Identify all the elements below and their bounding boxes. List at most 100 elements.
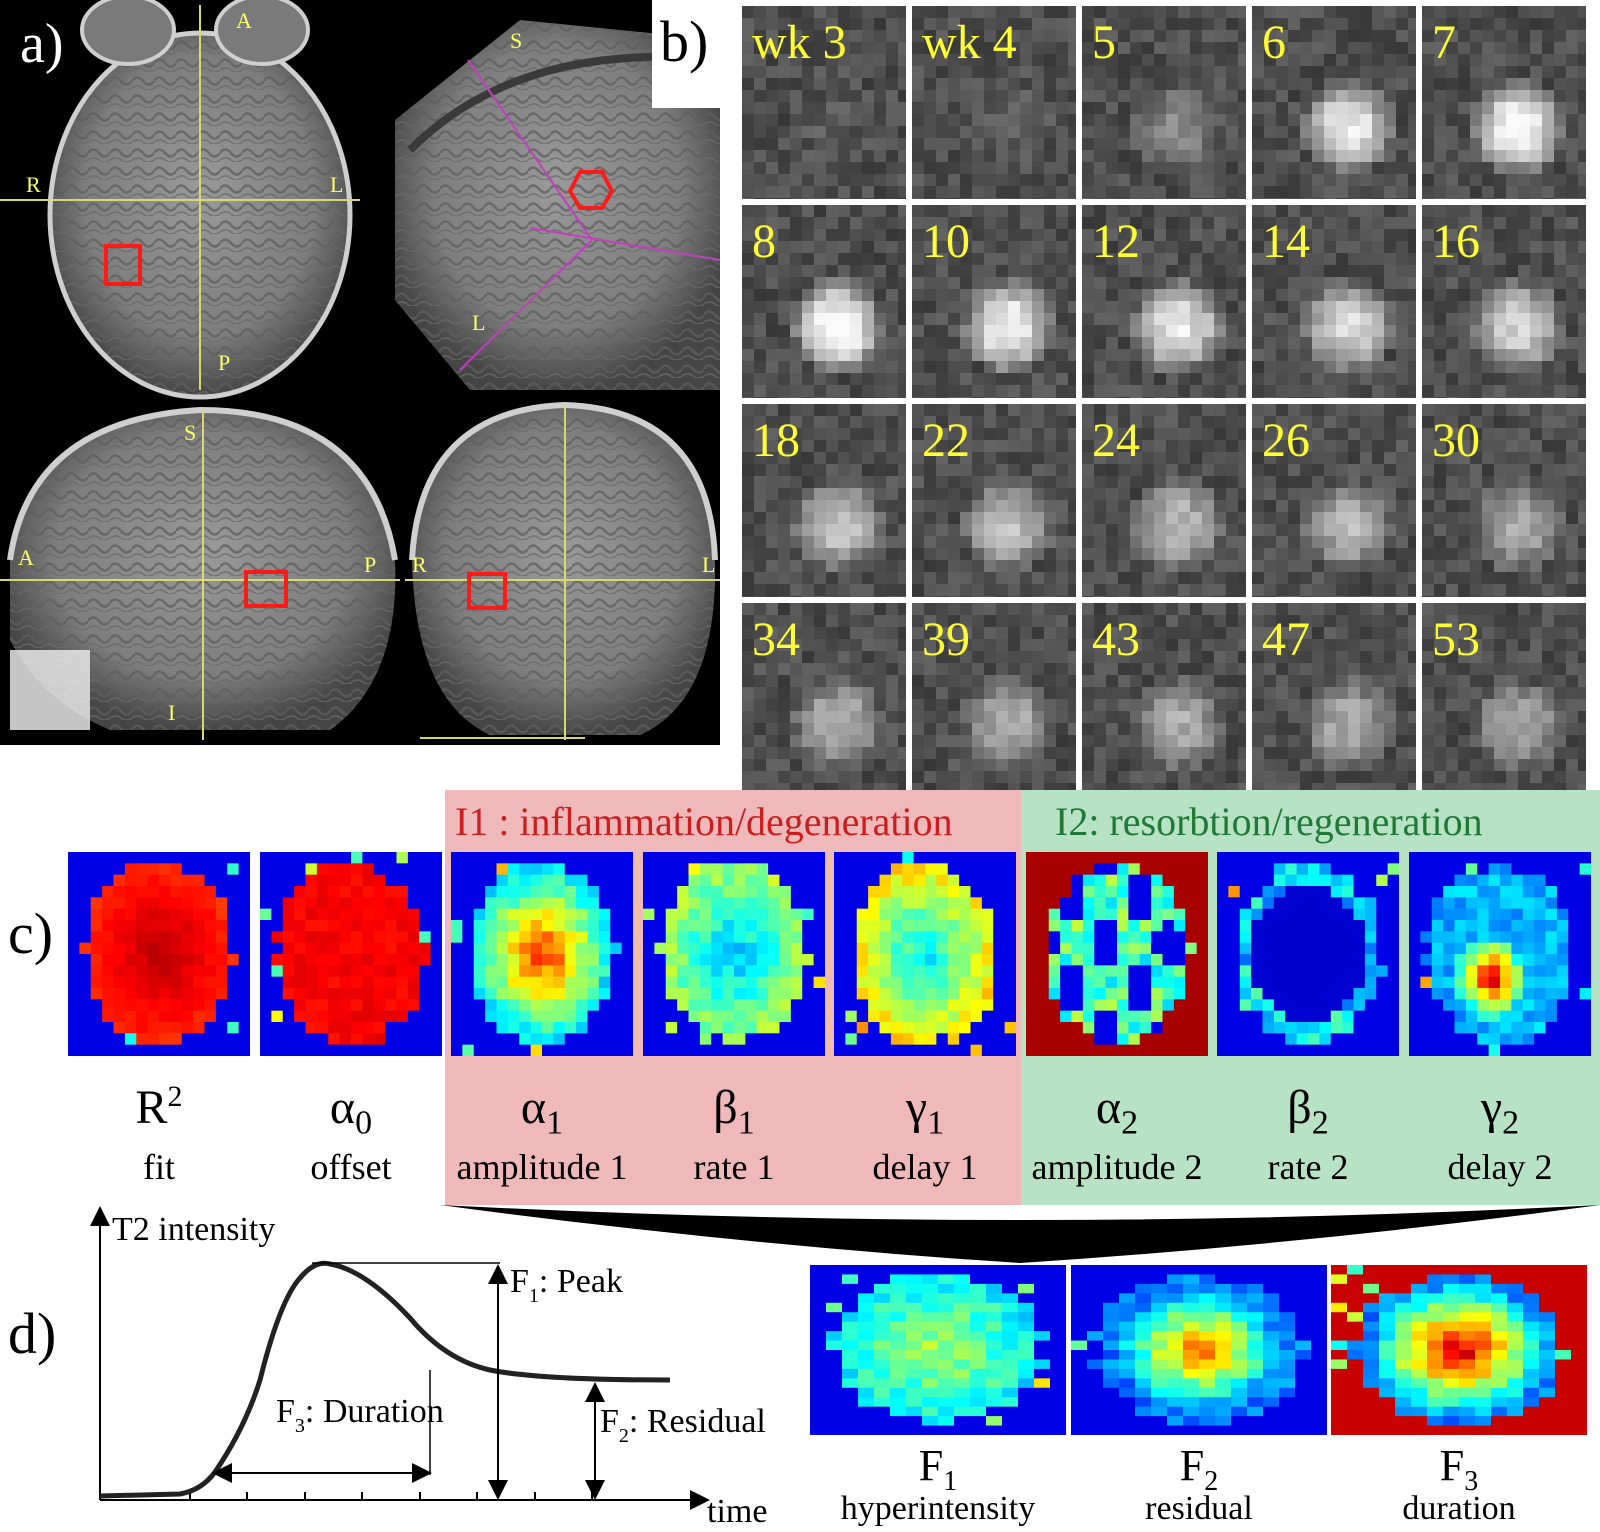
- week-tile: 16: [1422, 205, 1586, 398]
- axial-label-top: A: [236, 8, 252, 33]
- week-label: 10: [922, 215, 970, 268]
- week-label: 26: [1262, 414, 1310, 467]
- parameter-symbol: γ1: [905, 1081, 945, 1142]
- parameter-symbol: R2: [135, 1080, 183, 1134]
- parameter-symbol: β1: [713, 1081, 755, 1142]
- parameter-description: rate 2: [1267, 1147, 1349, 1187]
- week-label: 14: [1262, 215, 1310, 268]
- x-axis-label: time: [707, 1493, 767, 1530]
- week-tile: 24: [1082, 404, 1246, 597]
- sagittal-label-left: A: [18, 545, 34, 570]
- week-label: wk 3: [752, 16, 847, 69]
- i2-group-title: I2: resorbtion/regeneration: [1055, 799, 1483, 844]
- parameter-symbol: β2: [1287, 1081, 1329, 1142]
- week-tile: 7: [1422, 6, 1586, 199]
- parameter-symbol: α0: [329, 1081, 373, 1142]
- coronal-view: R L: [405, 401, 720, 740]
- residual-annotation: F2: Residual: [600, 1403, 766, 1447]
- week-label: 53: [1432, 613, 1480, 666]
- parameter-description: amplitude 2: [1031, 1147, 1203, 1187]
- week-tile: 34: [742, 603, 906, 796]
- feature-description: residual: [1145, 1490, 1253, 1527]
- week-label: 7: [1432, 16, 1456, 69]
- parameter-map: [451, 852, 633, 1056]
- parameter-description: rate 1: [693, 1147, 775, 1187]
- panel-c-label: c): [8, 901, 54, 966]
- week-tile: 47: [1252, 603, 1416, 796]
- i1-group-title: I1 : inflammation/degeneration: [455, 799, 953, 844]
- parameter-symbol: γ2: [1480, 1081, 1520, 1142]
- oblique-roi-hexagon: [567, 170, 615, 210]
- week-label: 16: [1432, 215, 1480, 268]
- parameter-map: [1026, 852, 1208, 1056]
- feature-map: [1331, 1265, 1587, 1435]
- parameter-symbol: α2: [1095, 1081, 1139, 1142]
- parameter-description: delay 1: [872, 1147, 978, 1187]
- week-tile: wk 4: [912, 6, 1076, 199]
- week-label: 12: [1092, 215, 1140, 268]
- week-tile: 26: [1252, 404, 1416, 597]
- parameter-description: delay 2: [1447, 1147, 1553, 1187]
- y-axis-label: T2 intensity: [112, 1211, 275, 1248]
- week-tile: 6: [1252, 6, 1416, 199]
- week-label: 24: [1092, 414, 1140, 467]
- oblique-view: S L: [395, 20, 720, 390]
- panel-a-mri-views: A P R L S L S I A: [0, 0, 720, 745]
- week-label: 39: [922, 613, 970, 666]
- coronal-roi-box: [467, 572, 507, 610]
- week-tile: 30: [1422, 404, 1586, 597]
- coronal-label-left: R: [412, 552, 427, 577]
- week-tile: 43: [1082, 603, 1246, 796]
- week-label: wk 4: [922, 16, 1017, 69]
- week-label: 47: [1262, 613, 1310, 666]
- parameter-map: [260, 852, 442, 1056]
- panel-b-label: b): [660, 9, 709, 74]
- parameter-description: amplitude 1: [456, 1147, 628, 1187]
- parameter-map: [643, 852, 825, 1056]
- parameter-description: fit: [143, 1147, 175, 1187]
- parameter-map: [1409, 852, 1591, 1056]
- week-tile: 18: [742, 404, 906, 597]
- parameter-map: [1217, 852, 1399, 1056]
- feature-symbol: F3: [1439, 1441, 1479, 1497]
- panel-d-curve-diagram: T2 intensity time F1: Peak F2: Residual …: [90, 1206, 767, 1530]
- week-label: 22: [922, 414, 970, 467]
- peak-annotation: F1: Peak: [510, 1263, 623, 1307]
- sagittal-roi-box: [244, 570, 288, 608]
- sagittal-label-top: S: [184, 420, 196, 445]
- panel-a-label: a): [20, 13, 64, 75]
- week-tile: 12: [1082, 205, 1246, 398]
- week-label: 18: [752, 414, 800, 467]
- feature-map: [1071, 1265, 1327, 1435]
- week-tile: 39: [912, 603, 1076, 796]
- week-tile: 10: [912, 205, 1076, 398]
- axial-label-right: L: [330, 172, 343, 197]
- parameter-map: [834, 852, 1016, 1056]
- parameter-description: offset: [310, 1147, 392, 1187]
- week-label: 5: [1092, 16, 1116, 69]
- week-tile: 8: [742, 205, 906, 398]
- feature-description: duration: [1402, 1490, 1516, 1527]
- feature-symbol: F1: [918, 1441, 958, 1497]
- axial-label-bottom: P: [218, 350, 230, 375]
- coronal-label-right: L: [702, 552, 715, 577]
- week-label: 34: [752, 613, 800, 666]
- axial-view: A P R L: [0, 0, 360, 400]
- week-label: 30: [1432, 414, 1480, 467]
- axial-label-left: R: [26, 172, 41, 197]
- week-label: 8: [752, 215, 776, 268]
- feature-symbol: F2: [1179, 1441, 1219, 1497]
- week-tile: 5: [1082, 6, 1246, 199]
- week-tile: wk 3: [742, 6, 906, 199]
- week-tile: 22: [912, 404, 1076, 597]
- feature-description: hyperintensity: [840, 1490, 1036, 1527]
- week-tile: 53: [1422, 603, 1586, 796]
- oblique-label-bottom: L: [472, 310, 485, 335]
- funnel-connector: [440, 1205, 1600, 1263]
- sagittal-label-right: P: [364, 552, 376, 577]
- week-label: 6: [1262, 16, 1286, 69]
- week-label: 43: [1092, 613, 1140, 666]
- feature-map: [810, 1265, 1066, 1435]
- sagittal-label-bottom: I: [168, 700, 175, 725]
